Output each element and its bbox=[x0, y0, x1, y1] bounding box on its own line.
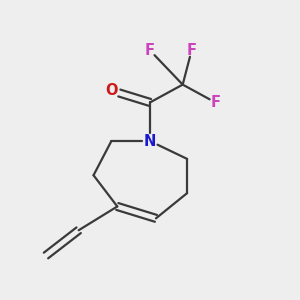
Text: F: F bbox=[210, 95, 220, 110]
Text: O: O bbox=[105, 83, 118, 98]
Text: F: F bbox=[145, 43, 155, 58]
Text: F: F bbox=[187, 43, 196, 58]
Text: N: N bbox=[144, 134, 156, 148]
